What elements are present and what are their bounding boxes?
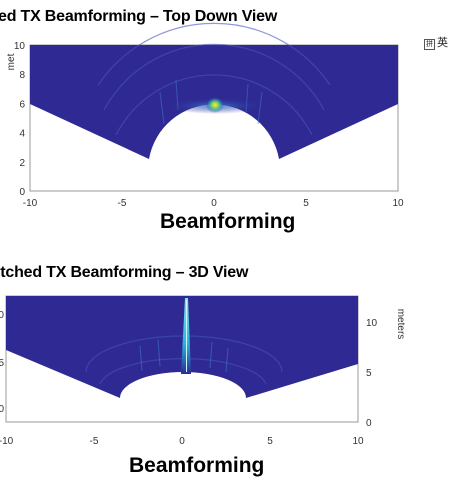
three-d-chart: -10 -5 0 5 10 0 5 10 0 5 10 meters: [0, 295, 406, 447]
y-tick-label: 4: [19, 129, 25, 140]
beam-peak: [206, 97, 224, 113]
y-tick-labels: 0 2 4 6 8 10: [14, 41, 26, 198]
beam-streaks-3d: [139, 339, 229, 373]
y-axis-label: met: [6, 53, 17, 70]
y-tick-label: 0: [19, 187, 25, 198]
caption-top-down: Beamforming: [160, 210, 296, 233]
y-tick-labels-right: 0 5 10: [366, 318, 378, 429]
y-tick-label-right: 10: [366, 318, 378, 329]
top-down-chart: -10 -5 0 5 10 0 2 4 6 8 10 met: [6, 22, 404, 209]
y-tick-label-right: 5: [366, 368, 372, 379]
beam-heatmap-3d: [6, 296, 358, 398]
chart-title-top-down: ed TX Beamforming – Top Down View: [0, 8, 278, 25]
y-tick-label-left: 10: [0, 310, 4, 321]
x-tick-label: 0: [179, 436, 185, 447]
x-tick-label: -10: [23, 198, 38, 209]
x-tick-label: -5: [90, 436, 99, 447]
y-axis-label-right: meters: [395, 309, 406, 340]
x-tick-labels: -10 -5 0 5 10: [23, 198, 404, 209]
x-tick-label: 10: [392, 198, 404, 209]
caption-3d: Beamforming: [129, 454, 265, 477]
y-tick-label: 6: [19, 99, 25, 110]
y-tick-label: 10: [14, 41, 26, 52]
x-tick-label: -5: [118, 198, 127, 209]
y-tick-labels-left: 0 5 10: [0, 310, 4, 415]
x-tick-label: -10: [0, 436, 14, 447]
chart-title-3d: itched TX Beamforming – 3D View: [0, 264, 249, 281]
x-tick-label: 0: [211, 198, 217, 209]
y-tick-label-left: 0: [0, 404, 4, 415]
sidelobe-rings: [97, 22, 331, 136]
y-tick-label-right: 0: [366, 418, 372, 429]
ime-indicator[interactable]: 拼英: [424, 34, 448, 50]
ime-language-label: 英: [437, 36, 448, 49]
x-tick-labels-3d: -10 -5 0 5 10: [0, 436, 364, 447]
x-tick-label: 5: [267, 436, 273, 447]
x-tick-label: 5: [303, 198, 309, 209]
y-tick-label: 2: [19, 158, 25, 169]
y-tick-label-left: 5: [0, 358, 4, 369]
y-tick-label: 8: [19, 70, 25, 81]
ime-mode-icon: 拼: [424, 39, 435, 50]
x-tick-label: 10: [352, 436, 364, 447]
